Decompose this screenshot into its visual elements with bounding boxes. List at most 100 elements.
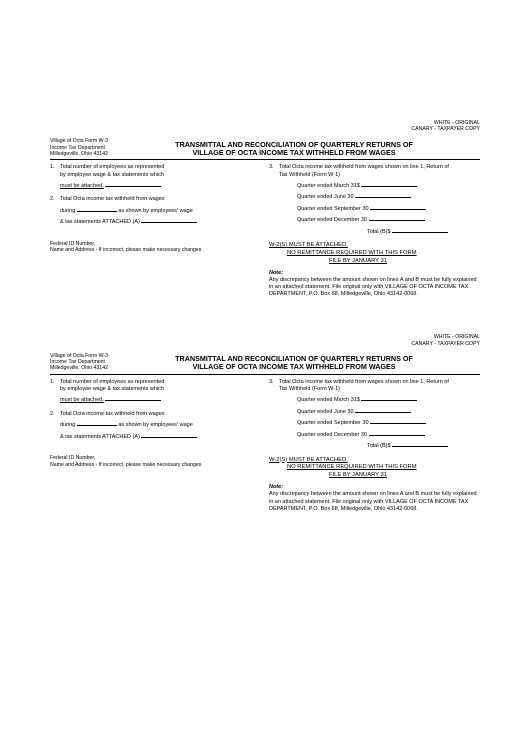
text-line: Total number of employees as represented	[60, 379, 251, 386]
form-title: TRANSMITTAL AND RECONCILIATION OF QUARTE…	[108, 141, 480, 158]
text-line: & tax statements ATTACHED (A)	[60, 430, 251, 441]
issuer-block: Village of Octa Form W-3 Income Tax Depa…	[50, 138, 108, 157]
title-line-2: VILLAGE OF OCTA INCOME TAX WITHHELD FROM…	[108, 149, 480, 157]
attach-line-1: W-2(S) MUST BE ATTACHED.	[269, 457, 480, 465]
page: WHITE - ORIGINAL CANARY - TAXPAYER COPY …	[0, 0, 530, 749]
fill-line[interactable]	[77, 418, 117, 426]
fed-line-2: Name and Address - If incorrect, please …	[50, 247, 251, 254]
right-column: 3. Total Octa income tax withheld from w…	[269, 379, 480, 513]
item-body: Total number of employees as represented…	[60, 164, 251, 190]
fill-line[interactable]	[355, 405, 411, 413]
fill-line[interactable]	[105, 393, 161, 401]
note-label: Note:	[269, 484, 480, 491]
rule	[50, 374, 480, 375]
fill-line[interactable]	[141, 430, 197, 438]
quarter-lines: Quarter ended March 31$ Quarter ended Ju…	[279, 393, 480, 450]
attach-section: W-2(S) MUST BE ATTACHED. NO REMITTANCE R…	[269, 242, 480, 265]
item-3: 3. Total Octa income tax withheld from w…	[269, 379, 480, 451]
fill-line[interactable]	[355, 190, 411, 198]
note-label: Note:	[269, 270, 480, 277]
text-line: during as shown by employees' wage	[60, 418, 251, 429]
item-1: 1. Total number of employees as represen…	[50, 164, 251, 190]
fill-line[interactable]	[361, 393, 417, 401]
issuer-block: Village of Octa Form W-3 Income Tax Depa…	[50, 353, 108, 372]
attach-section: W-2(S) MUST BE ATTACHED. NO REMITTANCE R…	[269, 457, 480, 480]
fill-line[interactable]	[392, 225, 448, 233]
attach-line-1: W-2(S) MUST BE ATTACHED.	[269, 242, 480, 250]
left-column: 1. Total number of employees as represen…	[50, 379, 251, 513]
quarter-line: Quarter ended March 31$	[297, 393, 480, 404]
total-b-line: Total (B)$	[297, 225, 480, 236]
fill-line[interactable]	[77, 204, 117, 212]
columns: 1. Total number of employees as represen…	[50, 164, 480, 298]
text-line: Total Octa income tax withheld from wage…	[279, 379, 480, 386]
text-line: Total Octa income tax withheld from wage…	[60, 196, 251, 203]
issuer-line: Milledgeville, Ohio 43142	[50, 151, 108, 157]
fill-line[interactable]	[370, 202, 426, 210]
fill-line[interactable]	[369, 428, 425, 436]
fill-line[interactable]	[141, 215, 197, 223]
fill-line[interactable]	[361, 179, 417, 187]
quarter-line: Quarter ended December 30	[297, 428, 480, 439]
fill-line[interactable]	[105, 179, 161, 187]
total-b-line: Total (B)$	[297, 439, 480, 450]
form-title: TRANSMITTAL AND RECONCILIATION OF QUARTE…	[108, 355, 480, 372]
underlined-text: must be attached.	[60, 183, 104, 189]
item-body: Total Octa income tax withheld from wage…	[279, 164, 480, 236]
copy-labels: WHITE - ORIGINAL CANARY - TAXPAYER COPY	[50, 120, 480, 132]
item-number: 1.	[50, 379, 60, 405]
item-body: Total Octa income tax withheld from wage…	[279, 379, 480, 451]
quarter-line: Quarter ended March 31$	[297, 179, 480, 190]
text-line: Tax Withheld (Form W-1)	[279, 172, 480, 179]
issuer-line: Milledgeville, Ohio 43142	[50, 365, 108, 371]
item-number: 3.	[269, 379, 279, 451]
item-number: 1.	[50, 164, 60, 190]
text-line: Total Octa income tax withheld from wage…	[279, 164, 480, 171]
item-number: 3.	[269, 164, 279, 236]
left-column: 1. Total number of employees as represen…	[50, 164, 251, 298]
item-body: Total Octa income tax withheld from wage…	[60, 196, 251, 226]
item-number: 2.	[50, 196, 60, 226]
quarter-line: Quarter ended June 30	[297, 405, 480, 416]
quarter-line: Quarter ended December 30	[297, 213, 480, 224]
federal-id-block: Federal ID Number, Name and Address - If…	[50, 455, 251, 469]
item-number: 2.	[50, 411, 60, 441]
right-column: 3. Total Octa income tax withheld from w…	[269, 164, 480, 298]
fill-line[interactable]	[369, 213, 425, 221]
columns: 1. Total number of employees as represen…	[50, 379, 480, 513]
form-copy-2: WHITE - ORIGINAL CANARY - TAXPAYER COPY …	[50, 334, 480, 512]
fill-line[interactable]	[392, 439, 448, 447]
quarter-lines: Quarter ended March 31$ Quarter ended Ju…	[279, 179, 480, 236]
item-body: Total number of employees as represented…	[60, 379, 251, 405]
quarter-line: Quarter ended June 30	[297, 190, 480, 201]
text-line: must be attached.	[60, 393, 251, 404]
attach-line-3: FILE BY JANUARY 31	[269, 472, 480, 480]
fed-line-1: Federal ID Number,	[50, 241, 251, 248]
item-2: 2. Total Octa income tax withheld from w…	[50, 411, 251, 441]
header-row: Village of Octa Form W-3 Income Tax Depa…	[50, 138, 480, 157]
fed-line-1: Federal ID Number,	[50, 455, 251, 462]
fed-line-2: Name and Address - If incorrect, please …	[50, 462, 251, 469]
issuer-line: Village of Octa Form W-3	[50, 138, 108, 144]
text-line: must be attached.	[60, 179, 251, 190]
attach-line-3: FILE BY JANUARY 31	[269, 258, 480, 266]
underlined-text: must be attached.	[60, 397, 104, 403]
attach-line-2: NO REMITTANCE REQUIRED WITH THIS FORM	[269, 464, 480, 472]
text-line: & tax statements ATTACHED (A)	[60, 215, 251, 226]
quarter-line: Quarter ended September 30	[297, 416, 480, 427]
form-copy-1: WHITE - ORIGINAL CANARY - TAXPAYER COPY …	[50, 120, 480, 298]
text-line: Tax Withheld (Form W-1)	[279, 386, 480, 393]
text-line: during as shown by employees' wage	[60, 204, 251, 215]
item-1: 1. Total number of employees as represen…	[50, 379, 251, 405]
text-line: by employee wage & tax statements which	[60, 386, 251, 393]
text-line: Total Octa income tax withheld from wage…	[60, 411, 251, 418]
rule	[50, 159, 480, 160]
title-line-2: VILLAGE OF OCTA INCOME TAX WITHHELD FROM…	[108, 363, 480, 371]
copy-canary: CANARY - TAXPAYER COPY	[50, 341, 480, 347]
copy-canary: CANARY - TAXPAYER COPY	[50, 126, 480, 132]
header-row: Village of Octa Form W-3 Income Tax Depa…	[50, 353, 480, 372]
note-body: Any discrepancy between the amount shown…	[269, 277, 480, 298]
attach-line-2: NO REMITTANCE REQUIRED WITH THIS FORM	[269, 250, 480, 258]
fill-line[interactable]	[370, 416, 426, 424]
item-3: 3. Total Octa income tax withheld from w…	[269, 164, 480, 236]
